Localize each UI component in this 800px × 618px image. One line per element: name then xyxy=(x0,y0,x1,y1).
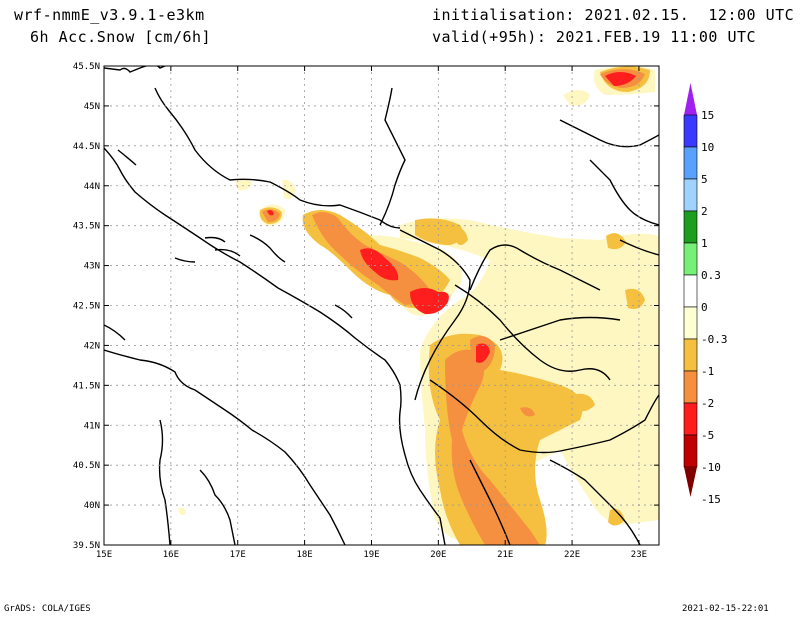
lon-label: 17E xyxy=(230,550,246,560)
lon-label: 21E xyxy=(497,550,513,560)
snow-field-layer xyxy=(178,66,659,545)
colorbar-bottom-arrow xyxy=(684,467,697,497)
lon-label: 19E xyxy=(363,550,379,560)
lat-label: 41N xyxy=(84,421,100,431)
colorbar-label: -2 xyxy=(701,397,714,410)
lat-label: 43.5N xyxy=(73,222,100,232)
colorbar-swatch xyxy=(683,274,698,308)
snow-field-red xyxy=(267,72,636,363)
colorbar-label: 5 xyxy=(701,173,708,186)
graticule xyxy=(103,65,659,546)
lat-label: 44.5N xyxy=(73,142,100,152)
lon-label: 20E xyxy=(430,550,446,560)
lon-label: 23E xyxy=(631,550,647,560)
lon-label: 22E xyxy=(564,550,580,560)
lat-label: 41.5N xyxy=(73,381,100,391)
footer-right: 2021-02-15-22:01 xyxy=(682,604,769,614)
lat-label: 45.5N xyxy=(73,62,100,72)
colorbar-label: -5 xyxy=(701,429,714,442)
colorbar-swatch xyxy=(683,210,698,244)
colorbar-swatch xyxy=(683,114,698,148)
colorbar-top-arrow xyxy=(684,83,697,115)
init-time: initialisation: 2021.02.15. 12:00 UTC xyxy=(432,6,795,24)
colorbar-label: -15 xyxy=(701,493,721,506)
colorbar-swatch xyxy=(683,146,698,180)
footer-left: GrADS: COLA/IGES xyxy=(4,604,91,614)
lat-label: 40N xyxy=(84,501,100,511)
colorbar: 15 10 5 2 1 0.3 0 -0.3 -1 -2 -5 -10 -15 xyxy=(683,83,728,506)
latitude-labels: 45.5N 45N 44.5N 44N 43.5N 43N 42.5N 42N 41.5N 41N… xyxy=(73,62,100,551)
lat-label: 45N xyxy=(84,102,100,112)
lon-label: 18E xyxy=(296,550,312,560)
colorbar-label: 2 xyxy=(701,205,708,218)
colorbar-swatch xyxy=(683,402,698,436)
colorbar-swatch xyxy=(683,242,698,276)
lat-label: 42N xyxy=(84,341,100,351)
longitude-labels: 15E 16E 17E 18E 19E 20E 21E 22E 23E xyxy=(96,550,647,560)
colorbar-swatch xyxy=(683,178,698,212)
colorbar-label: -10 xyxy=(701,461,721,474)
colorbar-swatch xyxy=(683,338,698,372)
colorbar-label: 0.3 xyxy=(701,269,721,282)
colorbar-label: 10 xyxy=(701,141,714,154)
lat-label: 39.5N xyxy=(73,541,100,551)
colorbar-swatch xyxy=(683,306,698,340)
lat-label: 43N xyxy=(84,262,100,272)
colorbar-label: -0.3 xyxy=(701,333,728,346)
colorbar-label: 15 xyxy=(701,109,714,122)
colorbar-label: 1 xyxy=(701,237,708,250)
lon-label: 15E xyxy=(96,550,112,560)
colorbar-label: 0 xyxy=(701,301,708,314)
field-title: 6h Acc.Snow [cm/6h] xyxy=(30,28,212,46)
lon-label: 16E xyxy=(163,550,179,560)
colorbar-label: -1 xyxy=(701,365,714,378)
lat-label: 42.5N xyxy=(73,302,100,312)
valid-time: valid(+95h): 2021.FEB.19 11:00 UTC xyxy=(432,28,757,46)
colorbar-swatch xyxy=(683,370,698,404)
model-title: wrf-nmmE_v3.9.1-e3km xyxy=(14,6,205,24)
colorbar-swatch xyxy=(683,434,698,468)
lat-label: 40.5N xyxy=(73,461,100,471)
lat-label: 44N xyxy=(84,182,100,192)
coastline-layer xyxy=(104,66,659,545)
